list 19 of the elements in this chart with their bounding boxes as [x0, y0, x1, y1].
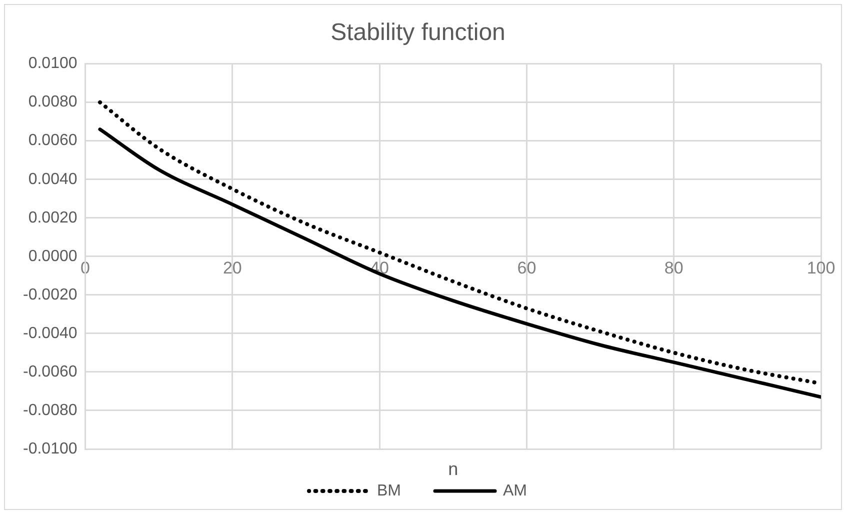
- y-tick-label: 0.0060: [28, 132, 78, 150]
- y-tick-label: 0.0100: [28, 55, 78, 72]
- y-tick-label: 0.0080: [28, 94, 78, 111]
- y-tick-label: -0.0100: [23, 440, 78, 458]
- x-tick-label: 20: [222, 258, 242, 278]
- legend-label: BM: [377, 482, 401, 500]
- y-tick-label: -0.0040: [23, 324, 78, 342]
- y-tick-label: 0.0020: [28, 209, 78, 226]
- y-tick-label: -0.0060: [23, 363, 78, 380]
- y-tick-label: -0.0080: [23, 402, 78, 419]
- chart-title: Stability function: [330, 19, 506, 46]
- y-tick-label: -0.0020: [23, 286, 78, 304]
- x-tick-label: 100: [806, 258, 836, 278]
- x-tick-label: 60: [517, 258, 536, 278]
- y-tick-label: 0.0040: [28, 170, 78, 188]
- x-axis-title: n: [448, 458, 458, 479]
- y-tick-label: 0.0000: [28, 248, 78, 265]
- x-tick-label: 80: [664, 258, 684, 278]
- legend-label: AM: [503, 482, 527, 500]
